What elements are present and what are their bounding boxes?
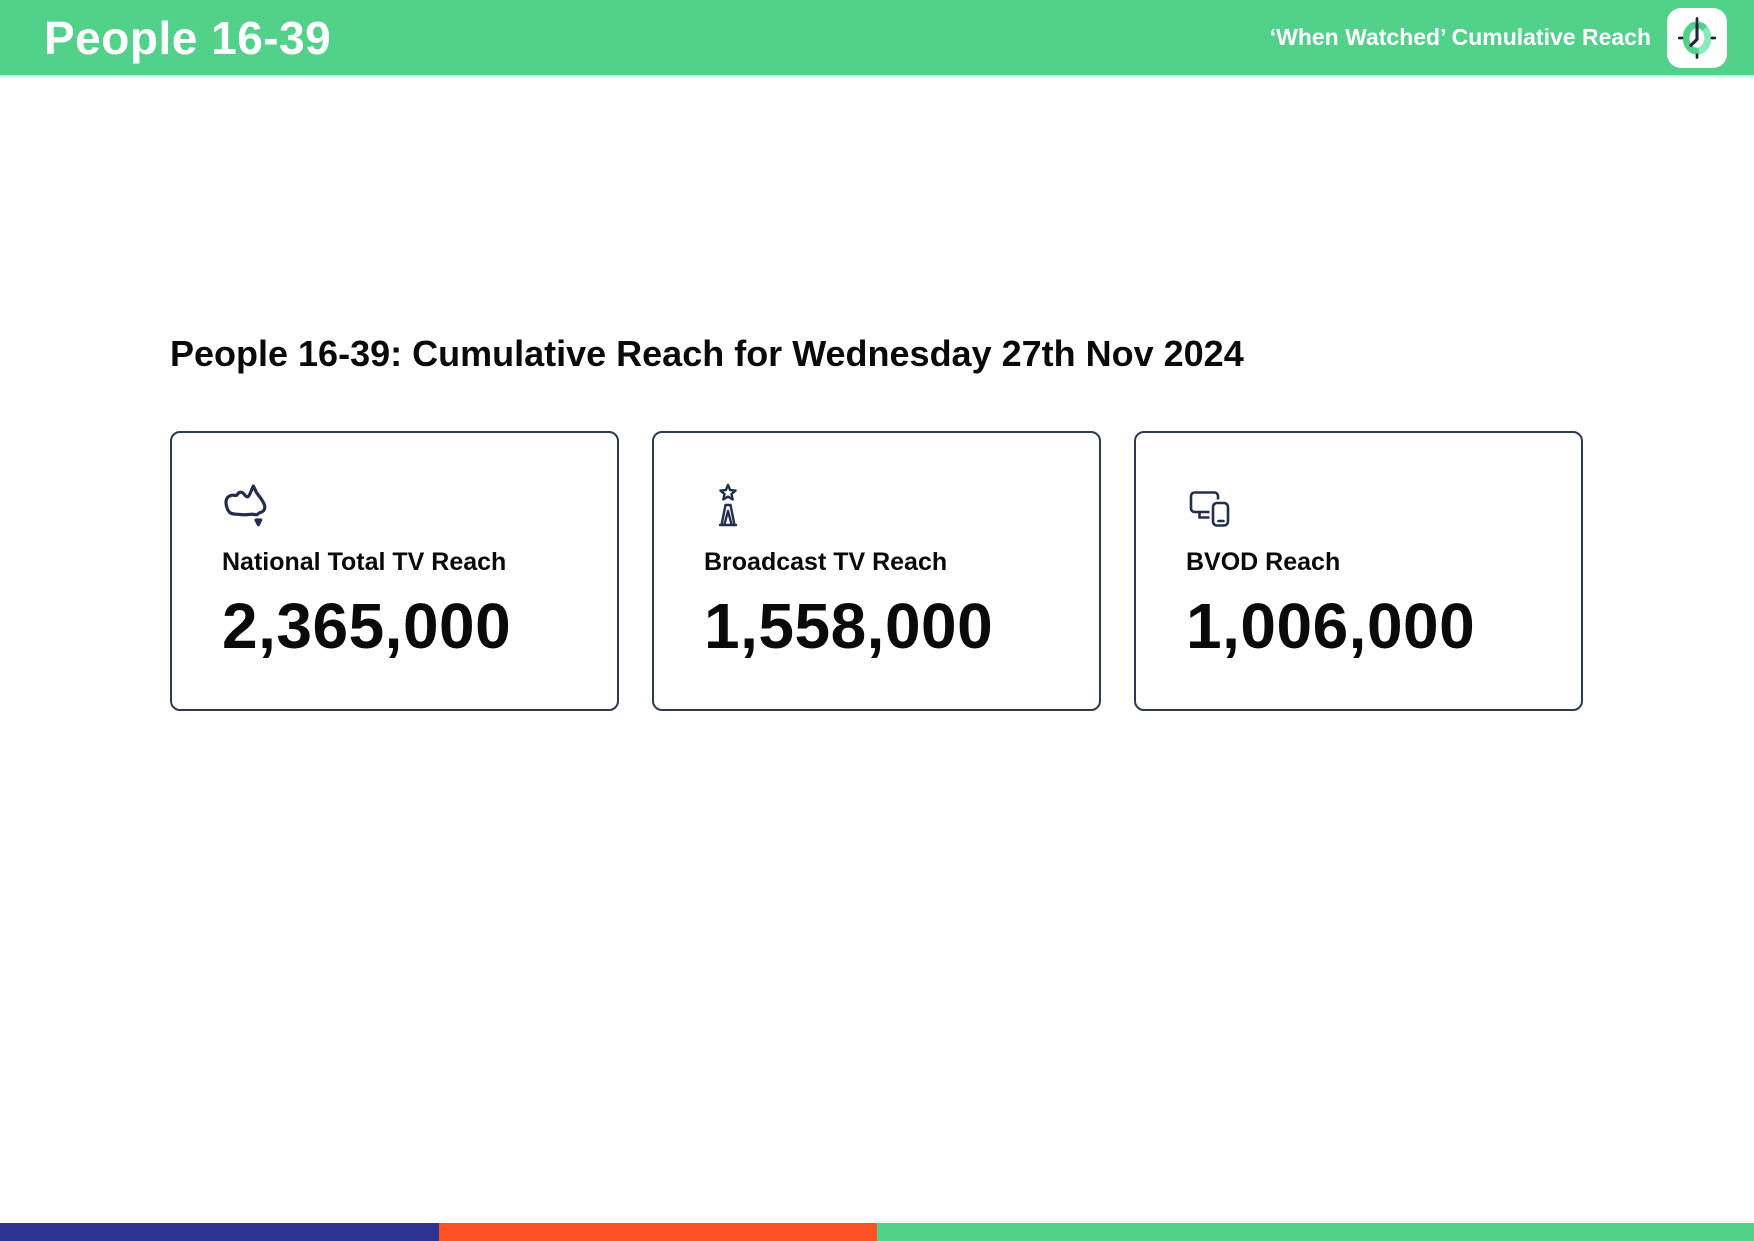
footer-segment-orange bbox=[438, 1223, 877, 1241]
header-right: ‘When Watched’ Cumulative Reach bbox=[1269, 7, 1727, 68]
clock-icon bbox=[1667, 7, 1727, 68]
header-bar: People 16-39 ‘When Watched’ Cumulative R… bbox=[0, 0, 1754, 77]
footer-color-bar bbox=[0, 1223, 1754, 1241]
kpi-cards-row: National Total TV Reach 2,365,000 Broadc… bbox=[170, 431, 1583, 712]
card-national-total-tv-reach: National Total TV Reach 2,365,000 bbox=[170, 431, 619, 712]
header-subtitle: ‘When Watched’ Cumulative Reach bbox=[1269, 24, 1651, 50]
card-value: 1,006,000 bbox=[1186, 590, 1476, 663]
card-label: Broadcast TV Reach bbox=[704, 548, 948, 577]
screens-devices-icon bbox=[1186, 482, 1234, 530]
section-heading: People 16-39: Cumulative Reach for Wedne… bbox=[170, 333, 1244, 374]
card-bvod-reach: BVOD Reach 1,006,000 bbox=[1134, 431, 1583, 712]
card-value: 2,365,000 bbox=[222, 590, 512, 663]
broadcast-tower-icon bbox=[704, 482, 752, 530]
page-title: People 16-39 bbox=[44, 11, 332, 64]
main-content: People 16-39: Cumulative Reach for Wedne… bbox=[0, 77, 1754, 712]
australia-map-icon bbox=[222, 482, 270, 530]
card-label: BVOD Reach bbox=[1186, 548, 1341, 577]
card-label: National Total TV Reach bbox=[222, 548, 507, 577]
footer-segment-green bbox=[877, 1223, 1754, 1241]
card-value: 1,558,000 bbox=[704, 590, 994, 663]
card-broadcast-tv-reach: Broadcast TV Reach 1,558,000 bbox=[652, 431, 1101, 712]
footer-segment-blue bbox=[0, 1223, 439, 1241]
